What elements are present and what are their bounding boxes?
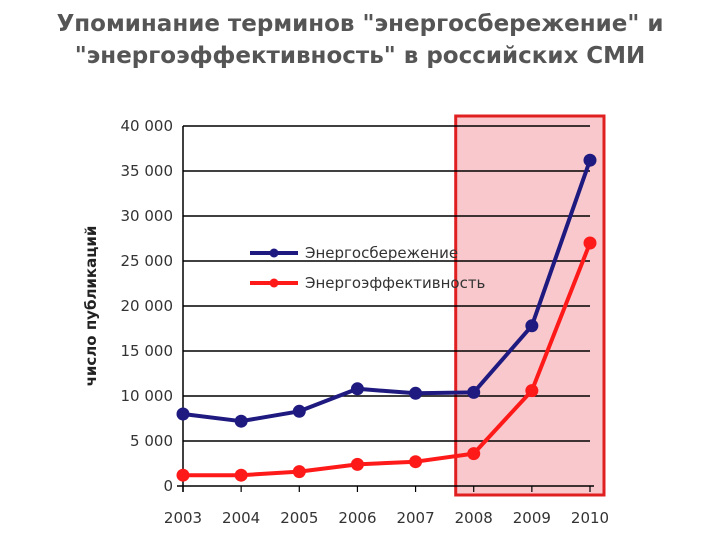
chart-title-line-1: Упоминание терминов "энергосбережение" и: [56, 11, 664, 37]
legend-swatch-marker: [269, 278, 279, 288]
series-2-point: [292, 465, 306, 479]
y-tick-label: 40 000: [121, 117, 174, 135]
series-2-point: [409, 455, 423, 469]
x-tick-label: 2005: [280, 509, 318, 527]
series-1-point: [176, 407, 190, 421]
series-2-point: [525, 384, 539, 398]
y-tick-label: 35 000: [121, 162, 174, 180]
x-tick-label: 2003: [164, 509, 202, 527]
series-1-point: [292, 404, 306, 418]
legend-swatch-marker: [269, 248, 279, 258]
x-tick-label: 2010: [571, 509, 609, 527]
x-tick-label: 2004: [222, 509, 260, 527]
series-1-point: [525, 319, 539, 333]
series-2-point: [234, 468, 248, 482]
y-tick-label: 30 000: [121, 207, 174, 225]
series-2-point: [176, 468, 190, 482]
series-2-point: [350, 457, 364, 471]
series-2-point: [467, 447, 481, 461]
series-line-2: [183, 242, 592, 478]
series-1-point: [350, 382, 364, 396]
series-1-point: [409, 386, 423, 400]
y-tick-label: 15 000: [121, 342, 174, 360]
x-tick-label: 2006: [338, 509, 376, 527]
y-tick-label: 10 000: [121, 387, 174, 405]
x-tick-label: 2008: [455, 509, 493, 527]
series-1-point: [234, 414, 248, 428]
chart-title-line-2: "энергоэффективность" в российских СМИ: [74, 43, 646, 69]
y-tick-label: 0: [163, 477, 173, 495]
series-2-point: [583, 236, 597, 250]
series-line-1: [182, 159, 592, 424]
chart-title: Упоминание терминов "энергосбережение" и…: [30, 8, 690, 72]
y-tick-label: 5 000: [130, 432, 173, 450]
y-axis-label: число публикаций: [82, 226, 100, 387]
series-1-point: [467, 385, 481, 399]
legend-label: Энергосбережение: [305, 244, 458, 262]
y-tick-label: 25 000: [121, 252, 174, 270]
legend-label: Энергоэффективность: [305, 274, 485, 292]
series-1-point: [583, 153, 597, 167]
x-tick-label: 2009: [513, 509, 551, 527]
y-tick-label: 20 000: [121, 297, 174, 315]
x-tick-label: 2007: [396, 509, 434, 527]
